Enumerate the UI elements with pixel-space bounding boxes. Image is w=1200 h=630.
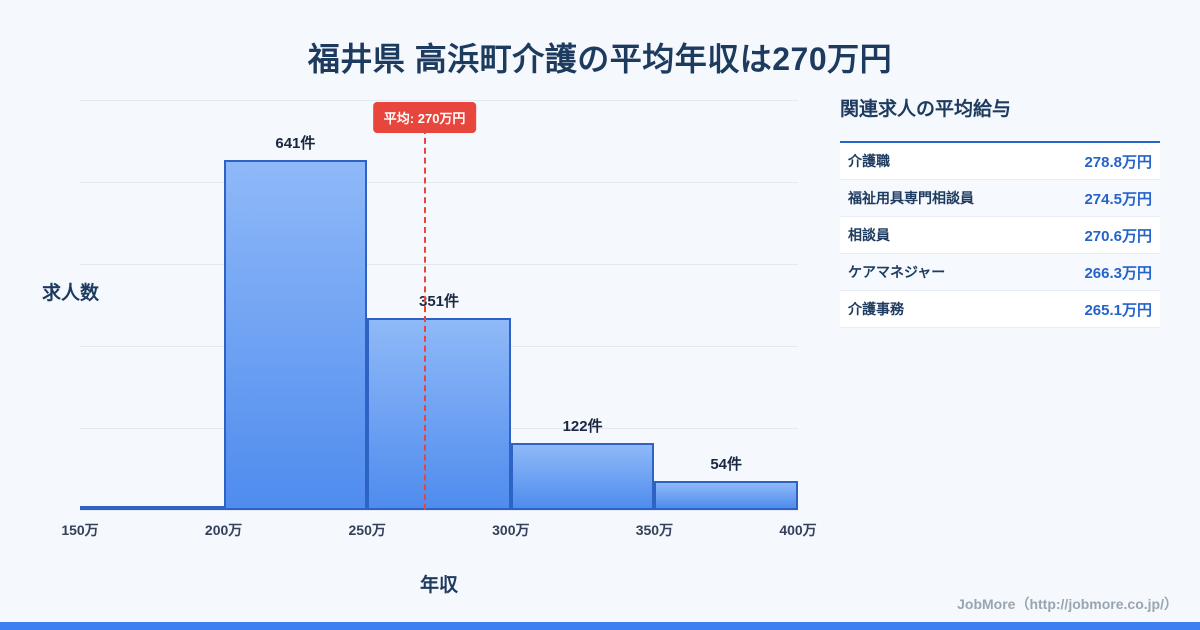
related-jobs-panel: 関連求人の平均給与 介護職 278.8万円福祉用具専門相談員 274.5万円相談員 2… — [840, 94, 1160, 328]
salary-value: 270.6万円 — [1084, 227, 1152, 245]
x-tick-label: 400万 — [779, 522, 817, 538]
average-badge: 平均: 270万円 — [372, 102, 477, 133]
salary-table-row: 福祉用具専門相談員 274.5万円 — [840, 180, 1160, 217]
x-tick-label: 200万 — [204, 522, 243, 538]
salary-value: 265.1万円 — [1084, 301, 1152, 319]
x-axis-label: 年収 — [419, 575, 458, 596]
x-tick-label: 150万 — [61, 522, 99, 538]
footer-credit: JobMore（http://jobmore.co.jp/） — [957, 596, 1178, 612]
histogram-bar — [367, 318, 511, 510]
bar-count-label: 54件 — [710, 456, 743, 473]
salary-table-row: ケアマネジャー 266.3万円 — [840, 254, 1160, 291]
x-tick-label: 300万 — [492, 522, 530, 538]
gridline — [80, 100, 798, 101]
job-title: 介護事務 — [848, 301, 904, 317]
job-title: 福祉用具専門相談員 — [848, 190, 974, 206]
job-title: 相談員 — [848, 227, 890, 243]
salary-value: 278.8万円 — [1084, 153, 1152, 171]
page-title: 福井県 高浜町介護の平均年収は270万円 — [307, 41, 893, 77]
histogram-bars: 641件 351件 122件 54件 — [80, 100, 798, 510]
x-tick-label: 350万 — [635, 522, 674, 538]
salary-histogram: 641件 351件 122件 54件 平均: 270万円 150万 200万 250万 30… — [61, 100, 817, 538]
salary-table-row: 介護職 278.8万円 — [840, 143, 1160, 180]
bar-count-label: 641件 — [275, 135, 316, 152]
salary-value: 266.3万円 — [1084, 264, 1152, 282]
histogram-bar — [80, 506, 224, 510]
y-axis-label: 求人数 — [42, 283, 100, 304]
bottom-accent-bar — [0, 622, 1200, 630]
histogram-bar — [654, 481, 798, 510]
histogram-bar — [510, 443, 655, 510]
gridline — [80, 182, 798, 183]
related-salary-table: 介護職 278.8万円福祉用具専門相談員 274.5万円相談員 270.6万円ケアマネ… — [840, 141, 1160, 328]
gridline — [80, 264, 798, 265]
job-title: ケアマネジャー — [848, 264, 946, 280]
x-tick-label: 250万 — [348, 522, 386, 538]
salary-value: 274.5万円 — [1084, 190, 1152, 208]
average-line — [423, 128, 426, 510]
salary-table-row: 相談員 270.6万円 — [840, 217, 1160, 254]
job-title: 介護職 — [848, 153, 890, 169]
panel-title: 関連求人の平均給与 — [840, 99, 1012, 120]
gridline — [80, 510, 798, 511]
bar-count-label: 351件 — [418, 293, 460, 310]
histogram-bar — [223, 160, 368, 510]
salary-table-row: 介護事務 265.1万円 — [840, 291, 1160, 328]
bar-count-label: 122件 — [562, 418, 603, 435]
